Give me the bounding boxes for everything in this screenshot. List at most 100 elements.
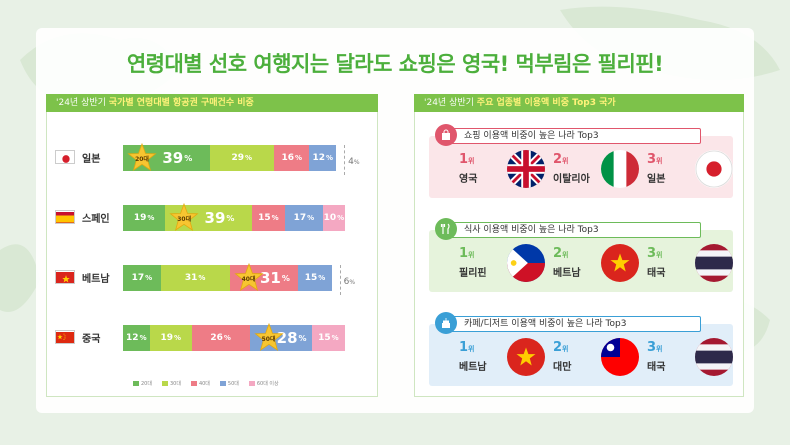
star-badge: 20대 [127,142,157,173]
fork-knife-icon [435,218,457,240]
legend-item: 60대 이상 [248,378,279,388]
ranking-card: 카페/디저트 이용액 비중이 높은 나라 Top3 1위 베트남 2위 대만 3위 태국 [429,312,733,386]
bar-track: 17% 31% 31% 40대 15% 6% [123,262,355,295]
bar-segment: 26% [191,325,250,351]
chart-row: 베트남 17% 31% 31% 40대 15% 6% [47,262,379,295]
bar-segment: 19% [149,325,192,351]
bar-segment: 15% [251,205,286,231]
bar-segment: 17% [123,265,161,291]
rank-country: 일본 [647,174,666,185]
page-headline: 연령대별 선호 여행지는 달라도 쇼핑은 영국! 먹부림은 필리핀! [126,52,664,76]
rank-country: 필리핀 [459,268,487,279]
vietnam-flag-icon [601,244,639,282]
ranking-title: 카페/디저트 이용액 비중이 높은 나라 Top3 [445,316,701,332]
header-period: '24년 상반기 [424,98,474,108]
rank-number: 1위 [459,152,475,167]
rank-country: 태국 [647,268,666,279]
thailand-flag-icon [695,244,733,282]
taiwan-flag-icon [601,338,639,376]
dashed-marker [344,145,346,175]
bar-segment: 17% [285,205,323,231]
vietnam-flag-icon [507,338,545,376]
category-label: 스페인 [82,214,110,225]
header-period: '24년 상반기 [56,98,106,108]
ranking-title: 식사 이용액 비중이 높은 나라 Top3 [445,222,701,238]
ranking-card: 쇼핑 이용액 비중이 높은 나라 Top3 1위 영국 2위 이탈리아 3위 일본 [429,124,733,198]
bar-track: 19% 39% 30대 15% 17% 10% [123,202,345,233]
rank-number: 3위 [647,246,663,261]
header-title: 국가별 연령대별 항공권 구매건수 비중 [108,98,254,108]
bar-segment: 15% [311,325,345,351]
bar-segment: 15% [298,265,332,291]
rank-country: 베트남 [553,268,581,279]
china-flag-icon [55,330,75,344]
philippines-flag-icon [507,244,545,282]
legend-item: 40대 [190,378,210,388]
rank-country: 베트남 [459,362,487,373]
data-label: 6% [343,277,356,287]
bar-track: 12% 19% 26% 28% 50대 15% [123,322,345,353]
uk-flag-icon [507,150,545,188]
chart-row: 스페인 19% 39% 30대 15% 17% 10% [47,202,379,232]
japan-flag-icon [55,150,75,164]
chart-row: 중국 12% 19% 26% 28% 50대 15% [47,322,379,352]
ranking-title: 쇼핑 이용액 비중이 높은 나라 Top3 [445,128,701,144]
bar-segment: 10% [322,205,345,231]
category-label: 베트남 [82,274,110,285]
dashed-marker [339,265,341,295]
top3-panel-header: '24년 상반기 주요 업종별 이용액 비중 Top3 국가 [414,94,744,112]
shopping-bag-icon [435,124,457,146]
header-title: 주요 업종별 이용액 비중 Top3 국가 [476,98,616,108]
rank-number: 3위 [647,152,663,167]
italy-flag-icon [601,150,639,188]
top3-rankings: 쇼핑 이용액 비중이 높은 나라 Top3 1위 영국 2위 이탈리아 3위 일본 식사 이용… [414,112,744,397]
chart-legend: 20대 30대 40대 50대 60대 이상 [133,378,363,388]
chart-row: 일본 39% 20대 29% 16% 12% 4% [47,142,379,175]
vietnam-flag-icon [55,270,75,284]
rank-number: 2위 [553,246,569,261]
rank-country: 이탈리아 [553,174,590,185]
bar-track: 39% 20대 29% 16% 12% 4% [123,142,360,175]
rank-number: 3위 [647,340,663,355]
age-share-panel: '24년 상반기 국가별 연령대별 항공권 구매건수 비중 일본 39% 20대 29… [46,94,378,397]
cake-icon [435,312,457,334]
rank-number: 1위 [459,340,475,355]
category-label: 일본 [82,154,101,165]
legend-item: 20대 [133,378,152,388]
bar-segment: 16% [273,145,310,171]
legend-item: 30대 [161,378,181,388]
rank-number: 1위 [459,246,475,261]
legend-item: 50대 [219,378,239,388]
top3-panel: '24년 상반기 주요 업종별 이용액 비중 Top3 국가 쇼핑 이용액 비중… [414,94,744,397]
bar-segment: 12% [123,325,150,351]
bar-segment: 31% [160,265,230,291]
star-badge: 30대 [169,202,199,233]
thailand-flag-icon [695,338,733,376]
rank-number: 2위 [553,152,569,167]
rank-country: 영국 [459,174,478,185]
stacked-bar-chart: 일본 39% 20대 29% 16% 12% 4% 스페인 19% 39% 30대 15% 17% 10%… [46,112,378,397]
ranking-card: 식사 이용액 비중이 높은 나라 Top3 1위 필리핀 2위 베트남 3위 태국 [429,218,733,292]
japan-flag-icon [695,150,733,188]
bar-segment: 12% [309,145,337,171]
spain-flag-icon [55,210,75,224]
bar-segment: 29% [209,145,274,171]
rank-country: 대만 [553,362,572,373]
category-label: 중국 [82,334,101,345]
star-badge: 50대 [253,322,284,353]
age-share-panel-header: '24년 상반기 국가별 연령대별 항공권 구매건수 비중 [46,94,378,112]
rank-number: 2위 [553,340,569,355]
bar-segment: 19% [123,205,166,231]
star-badge: 40대 [233,262,264,293]
data-label: 4% [348,157,360,167]
rank-country: 태국 [647,362,666,373]
